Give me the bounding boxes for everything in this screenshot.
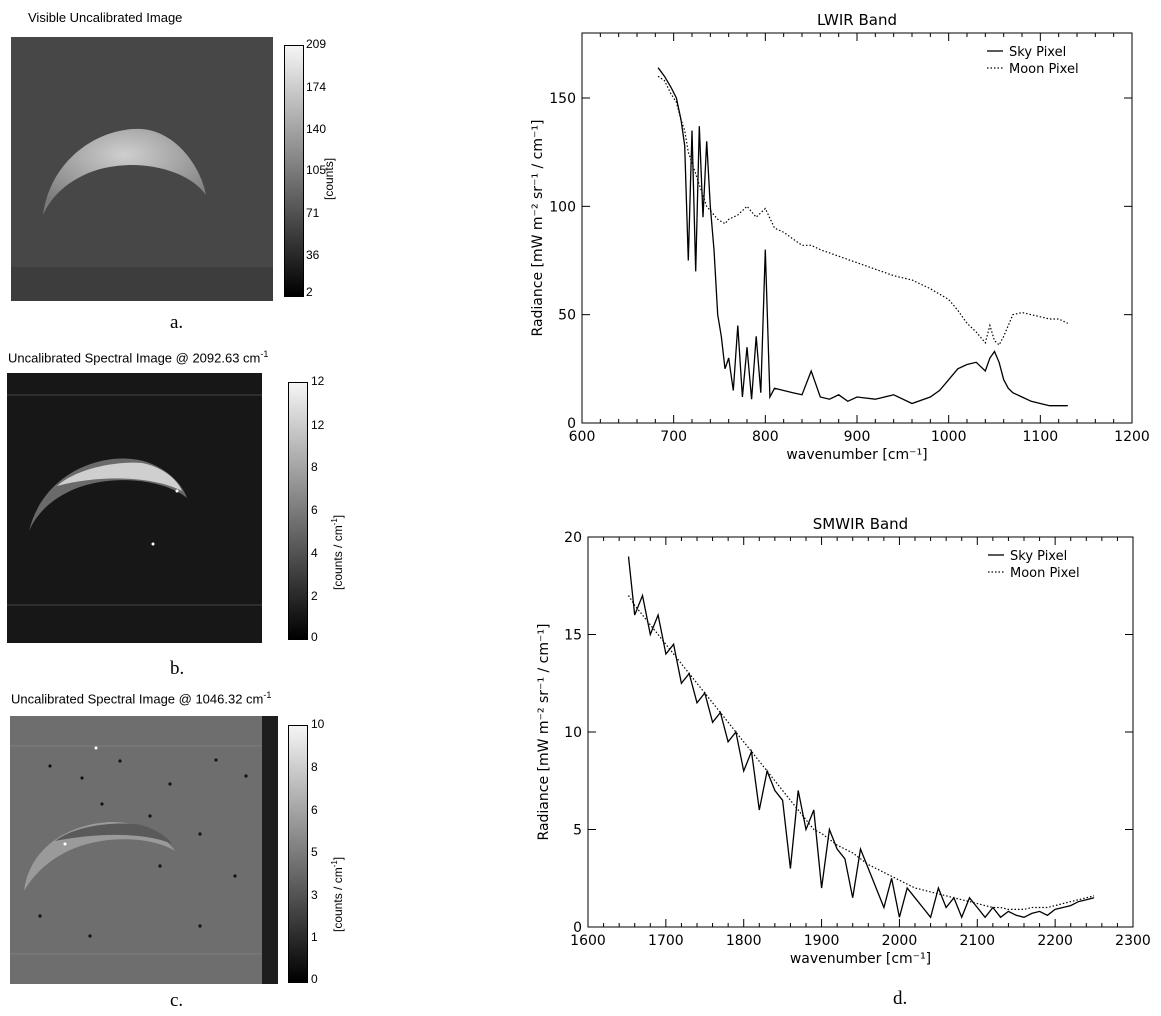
plot-frame: [581, 32, 1133, 424]
colorbar-c-unit: [counts / cm-1]: [330, 856, 345, 932]
lwir-chart: LWIR Band 600 700 800 900 1000 1100 1200 0 50 100 1…: [530, 11, 1150, 463]
colorbar-a-tick: 105: [306, 163, 327, 177]
series-line: [627, 556, 1095, 920]
smwir-chart: SMWIR Band 1600 1700 1800 1900 2000 2100 2200 23…: [536, 515, 1151, 967]
legend-label: Sky Pixel: [1009, 45, 1066, 60]
x-tick-label: 1900: [804, 933, 840, 949]
colorbar-a-tick: 174: [306, 80, 327, 94]
caption-d: d.: [893, 988, 908, 1009]
moon-crescent-b: [7, 394, 262, 606]
x-tick-label: 1200: [1114, 429, 1150, 445]
x-tick-label: 1000: [931, 429, 967, 445]
colorbar-b-tick: 0: [311, 630, 318, 644]
colorbar-b-tick: 12: [311, 374, 325, 388]
colorbar-a-tick: 71: [306, 206, 320, 220]
plot-frame: [587, 536, 1134, 928]
legend-label: Moon Pixel: [1010, 566, 1080, 581]
colorbar-b-tick: 12: [311, 418, 325, 432]
colorbar-a-tick: 2: [306, 285, 313, 299]
colorbar-b-tick: 8: [311, 460, 318, 474]
colorbar-a: [284, 45, 304, 297]
visible-image: [11, 37, 273, 301]
colorbar-b: [288, 382, 308, 640]
series-line: [657, 75, 1069, 346]
caption-a: a.: [170, 312, 184, 333]
y-tick-label: 0: [573, 920, 582, 936]
y-tick-label: 100: [549, 199, 576, 215]
x-tick-label: 1100: [1023, 429, 1059, 445]
y-tick-label: 10: [564, 725, 582, 741]
x-tick-label: 2000: [882, 933, 918, 949]
y-tick-label: 150: [549, 91, 576, 107]
series-line: [627, 595, 1095, 910]
series-line: [657, 67, 1068, 407]
colorbar-a-tick: 36: [306, 248, 320, 262]
panel-b-title: Uncalibrated Spectral Image @ 2092.63 cm…: [8, 349, 269, 366]
colorbar-a-unit: [counts]: [322, 157, 336, 200]
chart-title: SMWIR Band: [813, 515, 908, 533]
x-tick-label: 1700: [648, 933, 684, 949]
panel-c-title: Uncalibrated Spectral Image @ 1046.32 cm…: [11, 690, 272, 707]
y-tick-label: 5: [573, 823, 582, 839]
colorbar-c: [288, 725, 308, 983]
caption-b: b.: [170, 658, 185, 679]
x-tick-label: 600: [569, 429, 596, 445]
y-tick-label: 15: [564, 628, 582, 644]
y-tick-label: 20: [564, 530, 582, 546]
x-tick-label: 2100: [959, 933, 995, 949]
spectral-image-1046: [10, 716, 278, 984]
x-tick-label: 700: [660, 429, 687, 445]
colorbar-c-tick: 5: [311, 845, 318, 859]
colorbar-c-tick: 8: [311, 760, 318, 774]
colorbar-a-tick: 140: [306, 122, 327, 136]
x-tick-label: 900: [844, 429, 871, 445]
colorbar-c-tick: 0: [311, 972, 318, 986]
x-axis-label: wavenumber [cm⁻¹]: [790, 951, 931, 967]
chart-title: LWIR Band: [817, 11, 897, 29]
spectral-image-2092: [7, 373, 262, 643]
colorbar-c-tick: 1: [311, 930, 318, 944]
x-axis-label: wavenumber [cm⁻¹]: [786, 447, 927, 463]
colorbar-b-tick: 6: [311, 503, 318, 517]
moon-crescent-c: [10, 716, 278, 984]
x-tick-label: 800: [752, 429, 779, 445]
colorbar-b-tick: 2: [311, 589, 318, 603]
x-tick-label: 1800: [726, 933, 762, 949]
legend-label: Sky Pixel: [1010, 549, 1067, 564]
y-tick-label: 0: [567, 416, 576, 432]
colorbar-c-tick: 3: [311, 888, 318, 902]
caption-c: c.: [170, 990, 184, 1011]
moon-crescent-a: [11, 128, 273, 301]
colorbar-c-tick: 6: [311, 803, 318, 817]
colorbar-b-unit: [counts / cm-1]: [330, 514, 345, 590]
x-tick-label: 2200: [1037, 933, 1073, 949]
x-tick-label: 2300: [1115, 933, 1151, 949]
y-tick-label: 50: [558, 308, 576, 324]
x-tick-label: 1600: [570, 933, 606, 949]
colorbar-a-tick: 209: [306, 37, 327, 51]
colorbar-b-tick: 4: [311, 546, 318, 560]
colorbar-c-tick: 10: [311, 717, 325, 731]
panel-a-title: Visible Uncalibrated Image: [28, 10, 183, 25]
legend-label: Moon Pixel: [1009, 62, 1079, 77]
y-axis-label: Radiance [mW m⁻² sr⁻¹ / cm⁻¹]: [536, 624, 552, 841]
y-axis-label: Radiance [mW m⁻² sr⁻¹ / cm⁻¹]: [530, 120, 546, 337]
